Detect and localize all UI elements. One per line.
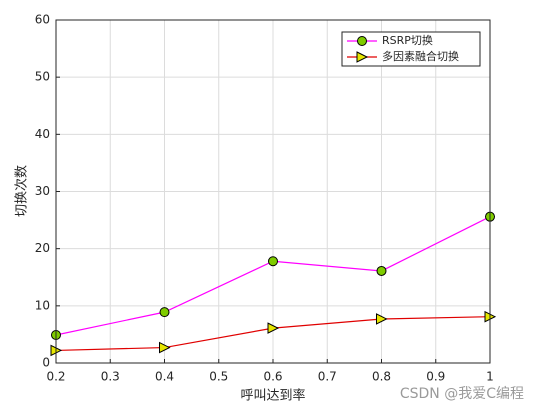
marker	[376, 265, 387, 276]
marker	[268, 256, 278, 267]
y-tick-label: 10	[35, 298, 50, 312]
marker	[376, 313, 388, 325]
y-tick-label: 60	[35, 13, 50, 27]
y-tick-label: 30	[35, 184, 50, 198]
x-tick-label: 0.4	[155, 370, 174, 384]
y-axis-label: 切换次数	[14, 165, 30, 217]
x-tick-label: 0.9	[426, 370, 445, 384]
x-tick-label: 0.3	[101, 370, 120, 384]
y-tick-label: 20	[35, 241, 50, 255]
x-axis-label: 呼叫达到率	[240, 388, 305, 404]
y-tick-label: 50	[35, 70, 50, 84]
y-tick-label: 0	[42, 356, 50, 370]
legend-label: RSRP切换	[382, 33, 433, 47]
y-tick-label: 40	[35, 127, 50, 141]
x-tick-label: 1	[486, 370, 494, 384]
x-tick-label: 0.8	[372, 370, 391, 384]
legend-marker	[356, 51, 369, 63]
x-tick-label: 0.2	[46, 370, 65, 384]
marker	[159, 341, 171, 354]
legend-marker	[357, 36, 367, 46]
x-tick-label: 0.5	[209, 370, 228, 384]
marker	[267, 322, 280, 334]
x-tick-label: 0.7	[318, 370, 337, 384]
legend-label: 多因素融合切换	[382, 49, 459, 63]
marker	[159, 307, 170, 318]
watermark: CSDN @我爱C编程	[400, 386, 524, 402]
x-tick-label: 0.6	[263, 370, 282, 384]
